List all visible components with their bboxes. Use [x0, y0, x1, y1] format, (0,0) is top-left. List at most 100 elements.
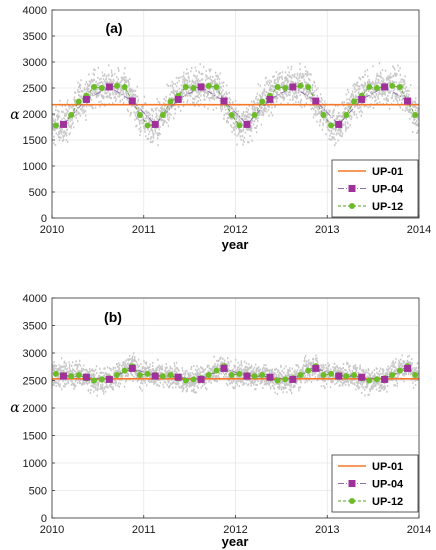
- data-point-up-12: [328, 370, 335, 377]
- y-tick-label: 3000: [23, 348, 47, 360]
- data-point-up-12: [251, 112, 258, 119]
- data-point-up-12: [412, 112, 419, 119]
- data-point-up-04: [105, 375, 113, 383]
- panel-label-a: (a): [105, 20, 122, 36]
- data-point-up-12: [305, 367, 312, 374]
- y-tick-label: 2000: [23, 109, 47, 121]
- y-tick-label: 2500: [23, 376, 47, 388]
- chart-panel-b: 2010 2011 2012 2013 2014 0 500 1000 1500 2000 250…: [10, 293, 431, 549]
- data-point-up-12: [373, 85, 380, 91]
- data-point-up-04: [82, 95, 90, 103]
- data-point-up-12: [68, 373, 75, 380]
- data-point-up-12: [274, 83, 281, 90]
- data-point-up-12: [121, 367, 128, 374]
- legend-marker-up-04: [348, 480, 356, 487]
- y-tick-label: 500: [29, 486, 47, 498]
- y-axis-title-a: α: [10, 107, 20, 123]
- data-point-up-04: [358, 373, 366, 381]
- x-tick-label: 2010: [40, 524, 64, 536]
- data-point-up-12: [52, 122, 59, 129]
- data-point-up-12: [75, 98, 82, 105]
- data-point-up-04: [220, 364, 228, 372]
- y-tick-label: 0: [41, 513, 47, 525]
- data-point-up-12: [167, 372, 174, 378]
- legend-a: UP-01 UP-04 UP-12: [331, 159, 419, 218]
- x-tick-label: 2013: [315, 224, 339, 236]
- data-point-up-12: [297, 372, 304, 378]
- data-point-up-04: [266, 95, 274, 103]
- data-point-up-12: [320, 372, 327, 378]
- legend-marker-up-04: [348, 185, 356, 192]
- data-point-up-04: [174, 373, 182, 381]
- data-point-up-12: [68, 112, 75, 119]
- data-point-up-04: [243, 372, 251, 380]
- data-point-up-12: [213, 83, 220, 90]
- legend-label: UP-04: [372, 479, 404, 491]
- legend-label: UP-01: [372, 461, 403, 473]
- data-point-up-12: [113, 372, 120, 378]
- y-tick-label: 2500: [23, 83, 47, 95]
- data-point-up-04: [59, 372, 67, 380]
- data-point-up-04: [381, 375, 389, 383]
- data-point-up-12: [328, 122, 335, 129]
- data-point-up-04: [220, 97, 228, 105]
- data-point-up-12: [320, 112, 327, 119]
- data-point-up-12: [373, 376, 380, 383]
- y-tick-label: 1500: [23, 431, 47, 443]
- scatter-points-a: [52, 62, 419, 147]
- data-point-up-12: [259, 98, 266, 105]
- data-point-up-04: [59, 120, 67, 128]
- data-point-up-04: [289, 83, 297, 91]
- data-point-up-12: [159, 373, 166, 380]
- data-point-up-12: [251, 373, 258, 380]
- x-tick-label: 2014: [407, 524, 431, 536]
- y-ticks-b: 0 500 1000 1500 2000 2500 3000 3500 4000: [23, 293, 55, 525]
- data-point-up-12: [389, 82, 396, 89]
- data-point-up-04: [105, 83, 113, 91]
- legend-marker-up-12: [349, 498, 355, 504]
- legend-label: UP-04: [372, 184, 404, 196]
- x-axis-title-b: year: [222, 534, 249, 549]
- data-point-up-12: [167, 98, 174, 105]
- data-point-up-04: [151, 372, 159, 380]
- legend-b: UP-01 UP-04 UP-12: [331, 454, 419, 513]
- data-point-up-12: [351, 372, 358, 378]
- data-point-up-12: [396, 83, 403, 90]
- data-point-up-12: [259, 372, 266, 378]
- data-point-up-12: [75, 372, 82, 378]
- x-tick-label: 2011: [132, 224, 156, 236]
- data-point-up-04: [289, 375, 297, 383]
- data-point-up-04: [82, 373, 90, 381]
- series-line-up-04: [63, 367, 408, 380]
- data-point-up-12: [190, 85, 197, 91]
- data-point-up-04: [174, 95, 182, 103]
- data-point-up-04: [312, 364, 320, 372]
- data-point-up-04: [404, 364, 412, 372]
- y-tick-label: 1000: [23, 161, 47, 173]
- x-tick-label: 2012: [223, 224, 247, 236]
- y-tick-label: 3500: [23, 321, 47, 333]
- data-point-up-12: [91, 83, 98, 90]
- panel-label-b: (b): [104, 309, 122, 325]
- data-point-up-12: [396, 367, 403, 374]
- data-point-up-04: [381, 83, 389, 91]
- y-tick-label: 4000: [23, 293, 47, 305]
- data-point-up-12: [213, 367, 220, 374]
- data-point-up-12: [351, 98, 358, 105]
- x-tick-label: 2014: [407, 224, 431, 236]
- data-point-up-12: [282, 376, 289, 383]
- data-point-up-12: [205, 82, 212, 89]
- data-point-up-12: [228, 372, 235, 378]
- data-point-up-12: [236, 370, 243, 377]
- data-point-up-04: [197, 375, 205, 383]
- data-point-up-12: [136, 372, 143, 378]
- legend-label: UP-12: [372, 496, 403, 508]
- y-tick-label: 4000: [23, 5, 47, 17]
- chart-panel-a: 2010 2011 2012 2013 2014 0 500 1000 1500 2000 250…: [10, 5, 431, 252]
- data-point-up-12: [182, 83, 189, 90]
- data-point-up-12: [144, 122, 151, 129]
- data-point-up-04: [197, 83, 205, 91]
- y-ticks-a: 0 500 1000 1500 2000 2500 3000 3500 4000: [23, 5, 55, 225]
- data-point-up-12: [91, 377, 98, 384]
